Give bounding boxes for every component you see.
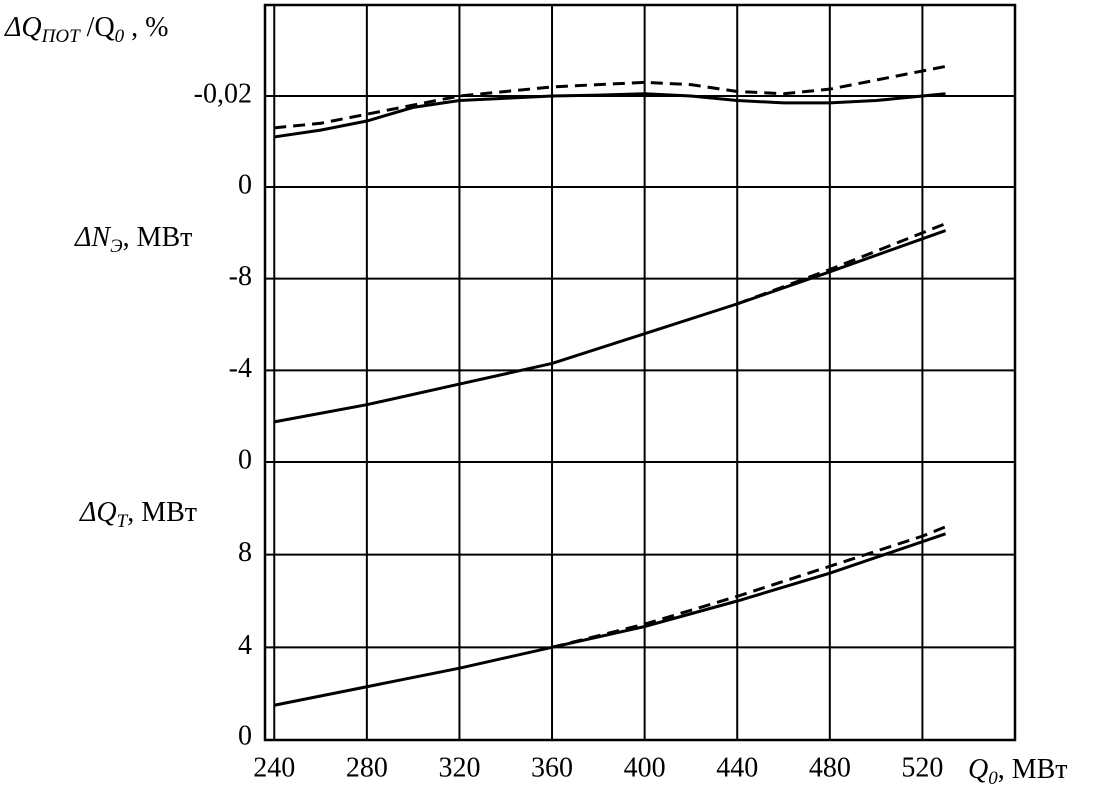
y-tick-label: 4 (238, 630, 252, 661)
y-axis-label-part: , МВт (123, 222, 193, 253)
y-axis-label: ΔQT, МВт (79, 497, 197, 532)
y-axis-label-part: ΔQ (79, 497, 117, 528)
y-tick-label: 0 (238, 720, 252, 751)
y-axis-label-part: T (117, 511, 129, 532)
plot-frame (263, 3, 1017, 742)
y-tick-label: -4 (229, 353, 252, 384)
y-tick-label: 0 (238, 169, 252, 200)
y-axis-label-part: , МВт (127, 497, 197, 528)
y-axis-label-part: , % (124, 12, 168, 43)
line-series (274, 64, 946, 130)
y-tick-label: 0 (238, 444, 252, 475)
x-tick-label: 240 (253, 752, 295, 783)
line-series (551, 525, 947, 649)
y-tick-label: -8 (229, 261, 252, 292)
x-tick-label: 320 (438, 752, 480, 783)
x-axis-label-part: , МВт (998, 754, 1068, 785)
y-axis-label-part: ΔQ (4, 12, 42, 43)
x-axis-label: Q0, МВт (968, 754, 1068, 789)
line-series (273, 229, 947, 424)
x-tick-label: 480 (809, 752, 851, 783)
x-tick-label: 280 (346, 752, 388, 783)
y-axis-label-part: Э (110, 236, 122, 257)
y-axis-label-part: 0 (115, 26, 125, 47)
x-tick-label: 520 (901, 752, 943, 783)
x-axis-label-part: 0 (988, 768, 998, 789)
y-axis-label-part: /Q (80, 12, 115, 43)
x-axis-label-part: Q (968, 754, 988, 785)
line-series (273, 532, 947, 707)
x-tick-label: 440 (716, 752, 758, 783)
line-series (274, 92, 946, 139)
x-tick-label: 400 (624, 752, 666, 783)
y-axis-label: ΔQПОТ /Q0 , % (4, 12, 169, 47)
y-tick-label: 8 (238, 537, 252, 568)
y-axis-label-part: ПОТ (41, 26, 81, 47)
y-tick-label: -0,02 (194, 78, 252, 109)
y-axis-label: ΔNЭ, МВт (74, 222, 192, 257)
y-axis-label-part: ΔN (74, 222, 111, 253)
x-tick-label: 360 (531, 752, 573, 783)
